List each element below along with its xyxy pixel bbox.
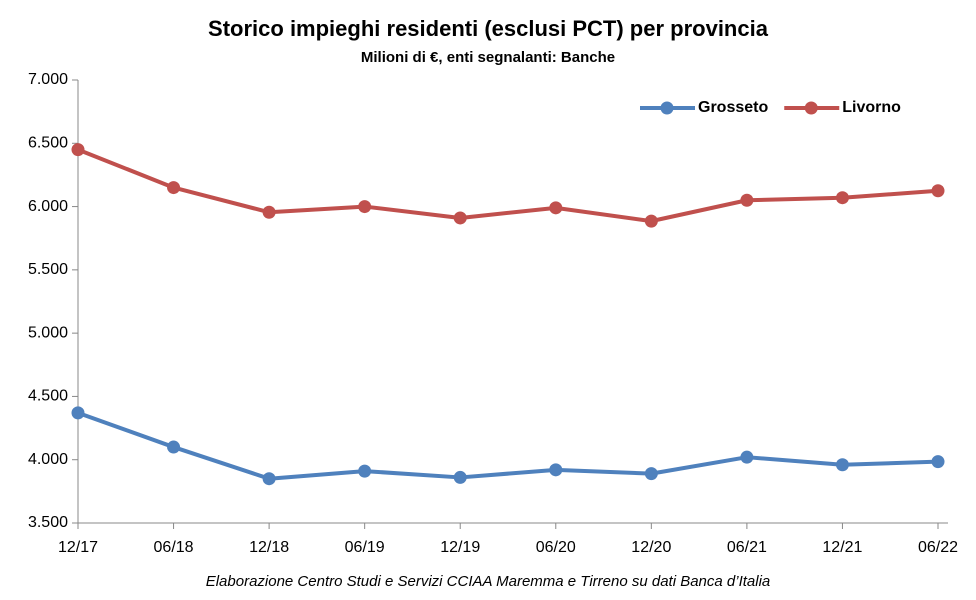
legend-marker (660, 101, 674, 115)
y-tick-label: 3.500 (28, 514, 68, 531)
data-point (167, 181, 181, 195)
y-tick-label: 5.000 (28, 324, 68, 341)
x-tick-label: 06/22 (918, 539, 958, 556)
data-point (358, 200, 372, 214)
x-tick-label: 12/18 (249, 539, 289, 556)
legend-label: Grosseto (698, 99, 768, 116)
x-tick-label: 12/19 (440, 539, 480, 556)
source-note: Elaborazione Centro Studi e Servizi CCIA… (206, 573, 771, 590)
legend-label: Livorno (842, 99, 901, 116)
data-point (740, 193, 754, 207)
data-point (931, 455, 945, 469)
y-tick-label: 6.500 (28, 135, 68, 152)
data-point (740, 450, 754, 464)
x-tick-label: 06/18 (154, 539, 194, 556)
x-tick-label: 06/21 (727, 539, 767, 556)
data-point (835, 458, 849, 472)
x-tick-label: 12/20 (631, 539, 671, 556)
y-tick-label: 7.000 (28, 71, 68, 88)
data-point (262, 472, 276, 486)
x-tick-label: 12/17 (58, 539, 98, 556)
data-point (358, 464, 372, 478)
data-point (549, 201, 563, 215)
data-point (644, 467, 658, 481)
series-line (77, 147, 939, 224)
data-point (549, 463, 563, 477)
chart-title: Storico impieghi residenti (esclusi PCT)… (208, 16, 769, 41)
data-point (167, 440, 181, 454)
data-point (262, 205, 276, 219)
y-tick-label: 4.500 (28, 388, 68, 405)
legend-marker (804, 101, 818, 115)
y-tick-label: 5.500 (28, 261, 68, 278)
series-line (77, 410, 939, 481)
data-point (835, 191, 849, 205)
data-point (453, 470, 467, 484)
x-tick-label: 06/20 (536, 539, 576, 556)
data-point (644, 214, 658, 228)
y-tick-label: 4.000 (28, 451, 68, 468)
chart-subtitle: Milioni di €, enti segnalanti: Banche (361, 49, 615, 66)
y-tick-label: 6.000 (28, 198, 68, 215)
data-point (931, 184, 945, 198)
data-point (71, 406, 85, 420)
data-point (453, 211, 467, 225)
data-point (71, 143, 85, 157)
x-tick-label: 06/19 (345, 539, 385, 556)
x-tick-label: 12/21 (822, 539, 862, 556)
